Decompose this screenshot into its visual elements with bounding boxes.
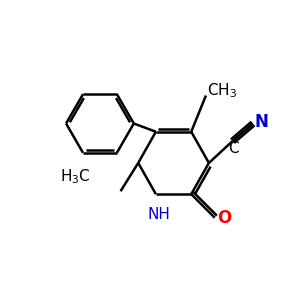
Text: C: C bbox=[228, 141, 238, 156]
Text: NH: NH bbox=[147, 206, 170, 221]
Text: O: O bbox=[217, 209, 231, 227]
Text: N: N bbox=[254, 113, 268, 131]
Text: H$_3$C: H$_3$C bbox=[60, 167, 91, 186]
Text: CH$_3$: CH$_3$ bbox=[207, 82, 237, 100]
